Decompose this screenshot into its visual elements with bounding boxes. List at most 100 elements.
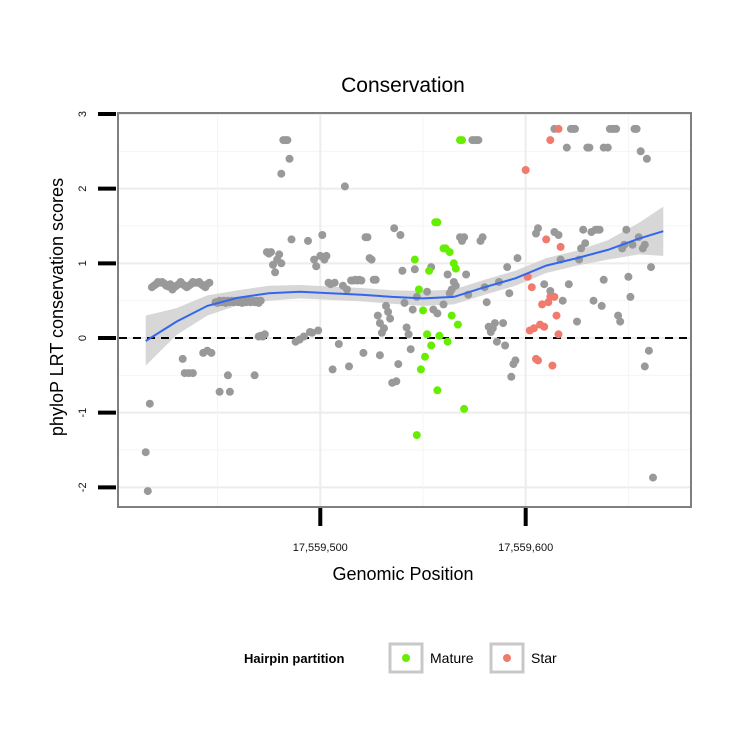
data-point-other	[394, 360, 403, 369]
data-point-other	[250, 371, 259, 380]
data-point-other	[382, 301, 390, 310]
smooth-trend-line	[145, 230, 664, 342]
data-point-other	[404, 330, 413, 339]
data-point-other	[299, 332, 308, 341]
data-point-other	[640, 240, 649, 249]
data-point-other	[310, 255, 319, 264]
data-point-star	[540, 322, 549, 331]
data-point-other	[410, 265, 419, 274]
data-point-other	[562, 143, 571, 152]
legend-label-star: Star	[531, 650, 557, 666]
data-point-other	[622, 225, 631, 234]
x-axis-title: Genomic Position	[332, 564, 473, 584]
data-point-star	[548, 361, 557, 370]
data-point-other	[546, 287, 555, 295]
data-point-mature	[435, 331, 444, 340]
data-point-other	[223, 371, 232, 380]
data-point-star	[527, 283, 536, 292]
data-point-other	[423, 287, 432, 296]
data-point-other	[492, 337, 501, 346]
data-point-other	[585, 143, 594, 152]
data-point-other	[589, 296, 598, 305]
data-point-other	[511, 356, 520, 365]
data-point-other	[595, 225, 604, 234]
data-point-other	[540, 280, 549, 289]
data-point-other	[433, 309, 442, 318]
data-point-other	[143, 487, 152, 496]
chart-title: Conservation	[341, 74, 465, 97]
data-point-other	[371, 275, 380, 284]
data-point-other	[396, 231, 405, 239]
data-point-other	[260, 330, 269, 339]
data-point-other	[304, 236, 312, 245]
data-point-mature	[447, 311, 456, 320]
data-point-other	[642, 154, 651, 163]
y-tick-label: 3	[77, 111, 89, 117]
data-point-other	[322, 251, 331, 260]
data-point-other	[328, 365, 337, 374]
data-point-star	[552, 311, 561, 320]
data-point-other	[616, 317, 625, 326]
data-point-star	[554, 330, 563, 339]
data-point-mature	[460, 404, 469, 413]
data-point-mature	[416, 365, 425, 374]
data-point-other	[334, 340, 343, 348]
data-point-other	[312, 262, 321, 271]
data-point-other	[581, 239, 590, 248]
data-point-other	[490, 319, 499, 328]
data-point-other	[178, 354, 187, 363]
data-point-other	[225, 387, 234, 396]
smooth-line	[145, 230, 664, 342]
y-tick-label: -2	[77, 482, 89, 492]
data-point-star	[550, 292, 559, 301]
data-points	[141, 124, 657, 496]
data-point-other	[478, 233, 487, 242]
data-point-other	[141, 448, 150, 457]
data-point-other	[345, 362, 353, 371]
data-point-mature	[443, 337, 452, 346]
data-point-other	[406, 345, 415, 354]
y-tick-label: -1	[77, 408, 89, 418]
data-point-other	[386, 314, 395, 323]
data-point-other	[579, 225, 588, 234]
y-tick-label: 1	[77, 260, 89, 266]
data-point-other	[205, 278, 214, 287]
data-point-star	[546, 136, 555, 145]
data-point-other	[649, 473, 657, 482]
data-point-mature	[445, 248, 454, 257]
y-tick-label: 0	[77, 335, 89, 341]
data-point-other	[145, 399, 154, 408]
data-point-mature	[423, 330, 432, 339]
y-axis: -2 -1 0 1 2 3	[77, 111, 116, 492]
data-point-other	[636, 147, 645, 156]
data-point-other	[367, 255, 376, 264]
data-point-mature	[458, 136, 466, 145]
data-point-mature	[427, 341, 436, 350]
data-point-other	[640, 362, 649, 371]
x-tick-label: 17,559,500	[293, 542, 348, 554]
data-point-other	[271, 268, 280, 277]
data-point-other	[373, 311, 382, 320]
data-point-mature	[419, 306, 427, 315]
data-point-mature	[451, 264, 460, 273]
data-point-mature	[412, 431, 421, 440]
data-point-other	[392, 377, 401, 386]
data-point-mature	[425, 266, 434, 275]
data-point-other	[505, 289, 514, 298]
data-point-other	[308, 328, 317, 337]
data-point-star	[521, 166, 530, 174]
legend-title: Hairpin partition	[244, 651, 344, 666]
data-point-other	[277, 169, 286, 178]
data-point-other	[564, 280, 573, 289]
data-point-other	[499, 319, 508, 328]
data-point-star	[542, 235, 551, 244]
data-point-other	[626, 292, 635, 301]
data-point-other	[318, 231, 327, 239]
data-point-other	[400, 298, 409, 307]
legend-label-mature: Mature	[430, 650, 474, 666]
plot-panel-border	[117, 112, 692, 508]
data-point-other	[501, 341, 510, 350]
data-point-other	[408, 305, 417, 314]
data-point-other	[603, 143, 612, 152]
